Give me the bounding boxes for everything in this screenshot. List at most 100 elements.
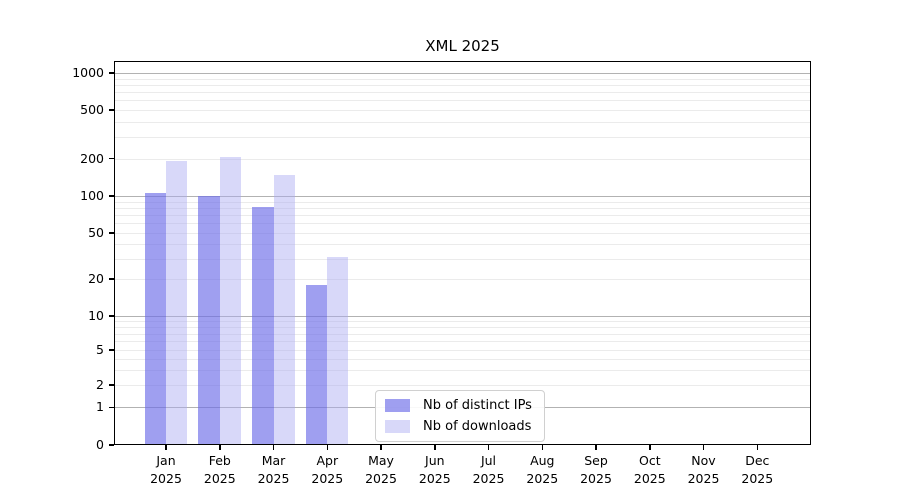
legend-label-distinct-ips: Nb of distinct IPs [423, 398, 532, 413]
x-tick [649, 445, 651, 450]
x-tick [165, 445, 167, 450]
x-tick [380, 445, 382, 450]
gridline-major [114, 196, 811, 197]
gridline-minor [114, 78, 811, 80]
x-tick-year: 2025 [418, 470, 451, 486]
x-tick-label-jan: Jan 2025 [136, 452, 196, 487]
x-tick-year: 2025 [580, 470, 612, 486]
gridline-minor [114, 321, 811, 323]
y-tick-label: 50 [88, 225, 104, 240]
x-tick [434, 445, 436, 450]
bar-distinct-ips-feb [198, 196, 220, 445]
y-tick-label: 5 [96, 342, 104, 357]
legend-item-distinct-ips: Nb of distinct IPs [385, 398, 532, 413]
x-tick [272, 445, 275, 450]
gridline-minor [114, 121, 811, 123]
x-tick-label-jun: Jun 2025 [405, 452, 465, 487]
x-tick-label-apr: Apr 2025 [297, 452, 357, 487]
x-tick [487, 445, 490, 450]
gridline-minor [114, 350, 811, 351]
y-tick [109, 444, 114, 446]
x-tick-year: 2025 [633, 470, 666, 486]
x-tick-year: 2025 [526, 470, 559, 486]
gridline-minor [114, 137, 811, 138]
x-tick-year: 2025 [472, 470, 505, 486]
x-tick [541, 445, 543, 450]
gridline-minor [114, 369, 811, 371]
y-tick-label: 200 [80, 150, 104, 166]
chart-title: XML 2025 [425, 37, 500, 55]
gridline-minor [114, 244, 811, 246]
x-tick-label-feb: Feb 2025 [190, 452, 250, 487]
gridline-minor [114, 223, 811, 225]
y-tick [109, 278, 114, 280]
gridline-minor [114, 233, 811, 234]
y-tick-label: 1000 [72, 65, 104, 80]
x-tick-year: 2025 [203, 470, 236, 486]
x-tick-label-sep: Sep 2025 [566, 452, 626, 487]
x-tick-label-oct: Oct 2025 [620, 452, 680, 487]
y-tick-label: 500 [80, 102, 104, 117]
y-tick [109, 349, 114, 351]
gridline-minor [114, 279, 811, 280]
gridline-minor [114, 207, 811, 209]
gridline-major [114, 316, 811, 317]
y-tick [109, 406, 114, 409]
gridline-major [114, 73, 811, 74]
gridline-minor [114, 201, 811, 203]
gridline-minor [114, 358, 811, 360]
gridline-minor [114, 341, 811, 343]
legend: Nb of distinct IPs Nb of downloads [375, 390, 545, 442]
y-tick [109, 384, 114, 386]
y-tick-label: 20 [88, 271, 104, 286]
y-tick [109, 315, 114, 317]
gridline-minor [114, 258, 811, 260]
y-tick [109, 195, 114, 197]
x-tick-year: 2025 [741, 470, 774, 486]
bar-downloads-mar [273, 175, 295, 445]
y-tick-label: 100 [80, 188, 104, 203]
bar-downloads-jan [166, 161, 187, 445]
y-tick-label: 1 [96, 399, 104, 415]
x-tick-year: 2025 [365, 470, 397, 486]
legend-swatch-distinct-ips [385, 399, 410, 412]
gridline-minor [114, 158, 811, 160]
y-tick [109, 157, 114, 160]
x-tick-year: 2025 [257, 470, 290, 486]
bar-distinct-ips-apr [305, 284, 328, 445]
x-tick-year: 2025 [150, 470, 182, 486]
y-tick [109, 109, 114, 111]
gridline-minor [114, 92, 811, 93]
x-tick-label-nov: Nov 2025 [674, 452, 734, 487]
gridline-minor [114, 110, 811, 111]
x-tick-label-jul: Jul 2025 [459, 452, 519, 487]
x-tick-year: 2025 [687, 470, 720, 486]
x-tick-label-mar: Mar 2025 [244, 452, 304, 487]
gridline-minor [114, 84, 811, 86]
x-tick [756, 445, 758, 450]
x-tick [326, 445, 328, 450]
x-tick-label-aug: Aug 2025 [512, 452, 572, 487]
x-tick-year: 2025 [311, 470, 344, 486]
bar-downloads-apr [327, 257, 349, 445]
bar-distinct-ips-jan [144, 193, 166, 445]
bar-distinct-ips-mar [252, 206, 274, 445]
gridline-minor [114, 385, 811, 386]
gridline-minor [114, 333, 811, 335]
y-tick-label: 10 [88, 308, 104, 323]
x-tick [702, 445, 705, 450]
gridline-minor [114, 100, 811, 102]
x-tick-label-dec: Dec 2025 [727, 452, 787, 487]
y-tick [109, 232, 114, 234]
legend-item-downloads: Nb of downloads [385, 419, 532, 434]
y-tick [109, 72, 114, 74]
bar-downloads-feb [219, 157, 241, 445]
gridline-minor [114, 215, 811, 216]
x-tick-label-may: May 2025 [351, 452, 411, 487]
legend-label-downloads: Nb of downloads [423, 419, 532, 434]
x-tick [595, 445, 597, 450]
legend-swatch-downloads [385, 420, 410, 433]
y-tick-label: 0 [96, 437, 104, 452]
y-tick-label: 2 [96, 377, 104, 392]
